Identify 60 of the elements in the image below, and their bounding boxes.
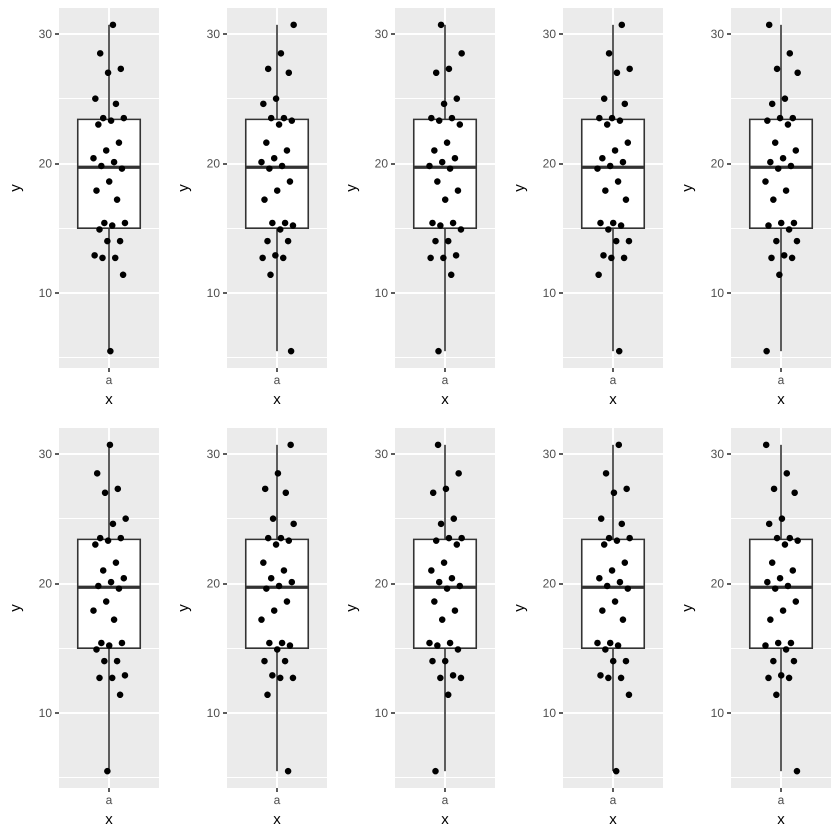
x-tick-label: a (442, 373, 449, 387)
x-tick-label: a (442, 793, 449, 807)
y-tick-label: 30 (206, 26, 220, 41)
y-tick-label: 10 (374, 286, 388, 300)
y-tick-label: 20 (374, 576, 388, 590)
y-tick-label: 20 (542, 576, 556, 590)
y-tick-label: 20 (38, 156, 52, 170)
x-tick-label: a (106, 373, 113, 387)
y-axis-title: y (7, 604, 24, 612)
y-tick-label: 10 (542, 706, 556, 720)
y-tick-label: 30 (374, 446, 388, 461)
y-tick-label: 30 (710, 446, 724, 461)
x-axis-title: x (273, 391, 282, 408)
x-tick-label: a (106, 793, 113, 807)
y-tick-label: 30 (542, 26, 556, 41)
y-axis-title: y (511, 604, 528, 612)
y-tick-label: 10 (374, 706, 388, 720)
y-tick-label: 10 (710, 286, 724, 300)
x-tick-label: a (610, 373, 617, 387)
y-tick-label: 30 (542, 446, 556, 461)
y-tick-label: 30 (38, 26, 52, 41)
y-tick-label: 30 (374, 26, 388, 41)
y-tick-label: 30 (206, 446, 220, 461)
y-tick-label: 10 (206, 706, 220, 720)
y-tick-label: 20 (374, 156, 388, 170)
x-tick-label: a (274, 373, 281, 387)
x-tick-label: a (778, 373, 785, 387)
y-tick-label: 20 (710, 576, 724, 590)
y-tick-label: 10 (38, 706, 52, 720)
x-axis-title: x (105, 811, 114, 828)
y-axis-title: y (7, 184, 24, 192)
x-axis-title: x (777, 391, 786, 408)
y-tick-label: 10 (206, 286, 220, 300)
x-axis-title: x (777, 811, 786, 828)
y-tick-label: 20 (206, 576, 220, 590)
y-axis-title: y (679, 184, 696, 192)
y-tick-label: 30 (710, 26, 724, 41)
x-axis-title: x (273, 811, 282, 828)
y-tick-label: 20 (542, 156, 556, 170)
y-tick-label: 10 (542, 286, 556, 300)
y-tick-label: 20 (206, 156, 220, 170)
y-tick-label: 10 (38, 286, 52, 300)
y-axis-title: y (511, 184, 528, 192)
y-axis-title: y (343, 604, 360, 612)
y-tick-label: 20 (710, 156, 724, 170)
x-tick-label: a (274, 793, 281, 807)
y-axis-title: y (343, 184, 360, 192)
x-axis-title: x (105, 391, 114, 408)
x-axis-title: x (609, 391, 618, 408)
x-tick-label: a (778, 793, 785, 807)
y-tick-label: 20 (38, 576, 52, 590)
y-axis-title: y (175, 184, 192, 192)
x-axis-title: x (441, 811, 450, 828)
y-tick-label: 30 (38, 446, 52, 461)
y-axis-title: y (175, 604, 192, 612)
y-axis-title: y (679, 604, 696, 612)
x-axis-title: x (441, 391, 450, 408)
y-tick-label: 10 (710, 706, 724, 720)
x-axis-title: x (609, 811, 618, 828)
x-tick-label: a (610, 793, 617, 807)
